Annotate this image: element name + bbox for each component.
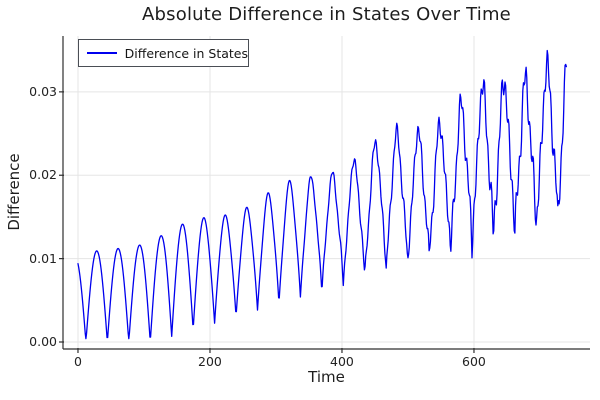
chart-title: Absolute Difference in States Over Time — [142, 4, 511, 25]
x-axis-title: Time — [308, 368, 345, 386]
y-tick-label: 0.02 — [29, 167, 57, 183]
x-tick-label: 600 — [462, 354, 486, 369]
y-axis-title: Difference — [5, 153, 23, 231]
legend-line-swatch — [87, 52, 117, 54]
x-tick-label: 400 — [330, 354, 354, 369]
y-tick-label: 0.03 — [29, 83, 57, 99]
y-tick-label: 0.00 — [29, 333, 57, 349]
x-tick-label: 0 — [73, 354, 82, 369]
x-tick-label: 200 — [198, 354, 222, 369]
y-tick-label: 0.01 — [29, 250, 57, 266]
legend: Difference in States — [78, 39, 249, 67]
legend-label: Difference in States — [124, 45, 248, 61]
difference-line-series — [77, 49, 568, 340]
